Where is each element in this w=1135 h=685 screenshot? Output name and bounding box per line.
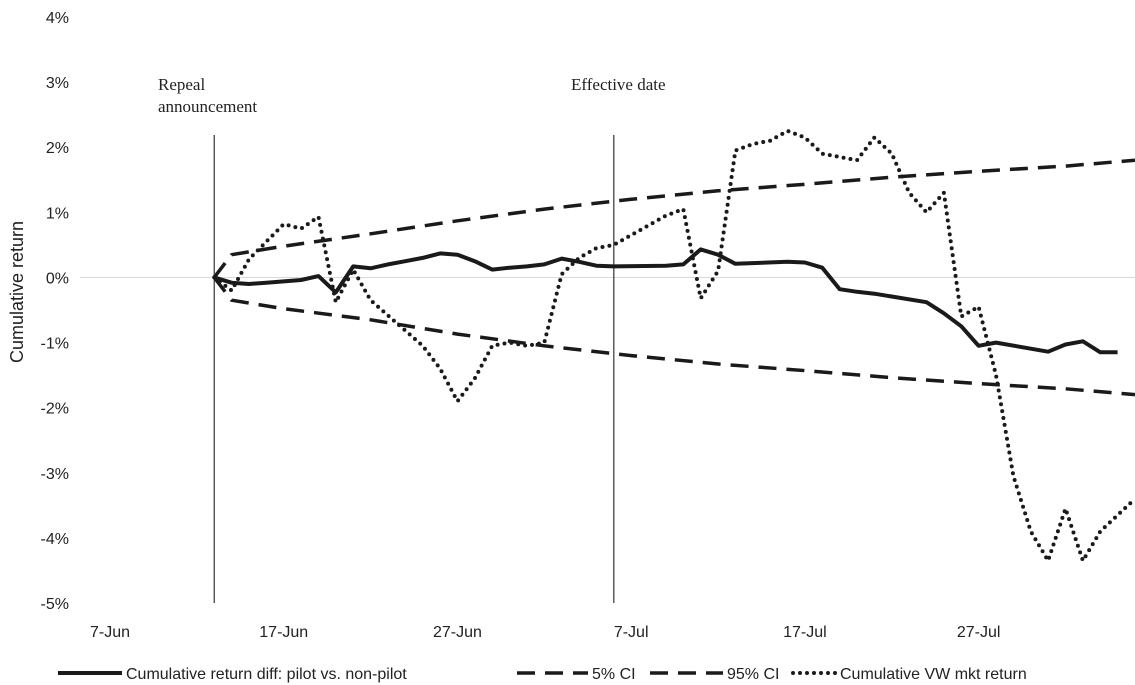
x-tick-label: 27-Jun [433, 624, 482, 641]
y-tick-label: 0% [46, 270, 69, 287]
y-tick-label: -1% [41, 336, 69, 353]
x-tick-label: 17-Jun [259, 624, 308, 641]
x-tick-labels: 7-Jun 17-Jun 27-Jun 7-Jul 17-Jul 27-Jul [90, 624, 1000, 641]
legend-label-0: Cumulative return diff: pilot vs. non-pi… [126, 666, 407, 683]
x-tick-label: 7-Jun [90, 624, 130, 641]
annotations: Repeal announcement Effective date [158, 75, 666, 603]
y-tick-label: 2% [46, 140, 69, 157]
series-lines [212, 128, 1135, 563]
legend-label-2: 95% CI [727, 666, 779, 683]
legend-label-3: Cumulative VW mkt return [840, 666, 1027, 683]
series-line-0 [213, 247, 1118, 355]
legend-label-1: 5% CI [592, 666, 636, 683]
event-label: Repeal [158, 75, 205, 94]
y-tick-label: 1% [46, 205, 69, 222]
y-tick-label: 3% [46, 75, 69, 92]
y-axis-title-group: Cumulative return [7, 221, 27, 363]
x-tick-label: 27-Jul [957, 624, 1001, 641]
event-label: announcement [158, 97, 257, 116]
y-tick-label: -3% [41, 466, 69, 483]
y-axis-title: Cumulative return [7, 221, 27, 363]
y-tick-label: -4% [41, 531, 69, 548]
event-label: Effective date [571, 75, 666, 94]
series-line-2 [212, 158, 1135, 279]
y-tick-label: -2% [41, 401, 69, 418]
y-tick-label: -5% [41, 596, 69, 613]
y-tick-label: 4% [46, 10, 69, 27]
legend: Cumulative return diff: pilot vs. non-pi… [58, 666, 1027, 683]
x-tick-label: 17-Jul [783, 624, 827, 641]
series-line-3 [212, 128, 1135, 563]
series-line-1 [212, 276, 1135, 397]
y-tick-labels: 4% 3% 2% 1% 0% -1% -2% -3% -4% -5% [41, 10, 69, 613]
x-tick-label: 7-Jul [614, 624, 649, 641]
